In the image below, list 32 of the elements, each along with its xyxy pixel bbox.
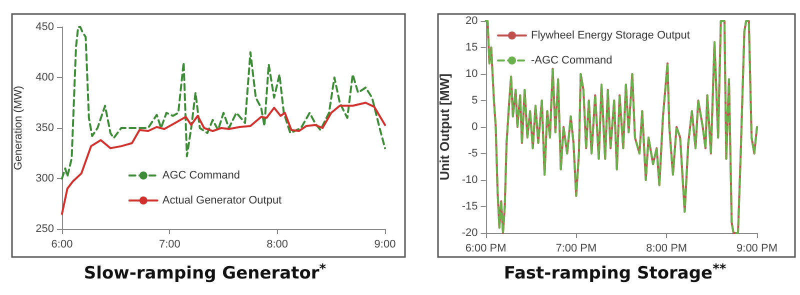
x-tick-label: 9:00 <box>374 238 396 250</box>
legend-label: AGC Command <box>162 170 240 182</box>
line-series <box>61 26 386 180</box>
x-tick-label: 6:00 PM <box>465 242 506 254</box>
x-tick-label: 8:00 <box>266 238 288 250</box>
y-tick-label: 400 <box>36 72 54 84</box>
y-tick-label: 350 <box>36 122 54 134</box>
y-tick-label: -15 <box>462 200 478 212</box>
x-tick-label: 6:00 <box>51 238 73 250</box>
legend-label: Actual Generator Output <box>162 194 282 206</box>
line-series <box>61 102 386 215</box>
y-tick-label: 300 <box>36 172 54 184</box>
y-tick-label: 450 <box>36 21 54 33</box>
y-tick-label: -5 <box>468 148 478 160</box>
y-tick-label: 5 <box>472 94 478 106</box>
y-tick-label: 10 <box>466 68 478 80</box>
x-tick-label: 7:00 PM <box>556 242 597 254</box>
y-tick-label: -10 <box>462 174 478 186</box>
legend-label: -AGC Command <box>531 54 612 66</box>
text: Slow-ramping Generator* <box>84 262 326 284</box>
y-tick-label: 250 <box>36 223 54 235</box>
legend-label: Flywheel Energy Storage Output <box>531 30 690 42</box>
x-tick-label: 8:00 PM <box>646 242 688 254</box>
x-tick-label: 9:00 PM <box>736 242 778 254</box>
y-axis-title: Generation (MW) <box>12 86 24 170</box>
y-tick-label: 0 <box>472 121 478 133</box>
text: Fast-ramping Storage** <box>504 262 726 284</box>
y-tick-label: 20 <box>466 15 478 27</box>
y-tick-label: -20 <box>462 227 478 239</box>
x-tick-label: 7:00 <box>158 238 180 250</box>
y-tick-label: 15 <box>466 42 478 54</box>
y-axis-title: Unit Output [MW] <box>437 74 452 180</box>
